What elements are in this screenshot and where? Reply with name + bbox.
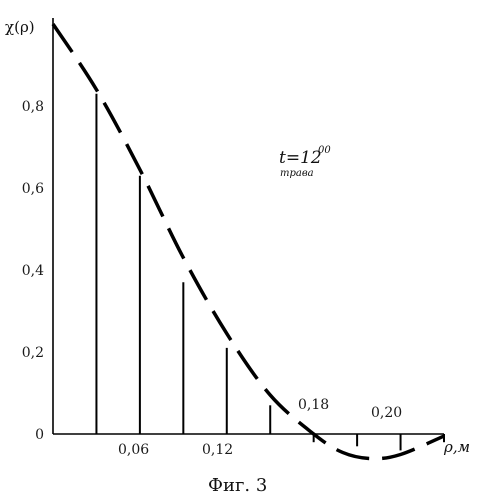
y-tick-label: 0,2: [22, 345, 44, 361]
y-tick-labels: 0 0,2 0,4 0,6 0,8: [22, 99, 44, 443]
annotation-main: t=12: [279, 148, 322, 168]
annotation-subscript: трава: [280, 168, 314, 179]
y-axis-title: χ(ρ): [5, 18, 35, 36]
y-tick-label: 0: [35, 427, 44, 443]
annotation-superscript: 00: [318, 145, 331, 156]
y-tick-label: 0,4: [22, 263, 44, 279]
figure-caption: Фиг. 3: [208, 475, 267, 496]
point-label-018: 0,18: [298, 397, 329, 413]
envelope-curve: [53, 24, 444, 459]
x-tick-label-012: 0,12: [202, 442, 233, 458]
point-label-020: 0,20: [371, 405, 402, 421]
y-tick-label: 0,6: [22, 181, 44, 197]
x-tick-label-006: 0,06: [118, 442, 149, 458]
time-annotation: t=12 00 трава: [279, 145, 331, 179]
x-axis-title: ρ,м: [443, 438, 470, 456]
y-tick-label: 0,8: [22, 99, 44, 115]
envelope-line: [53, 24, 444, 459]
